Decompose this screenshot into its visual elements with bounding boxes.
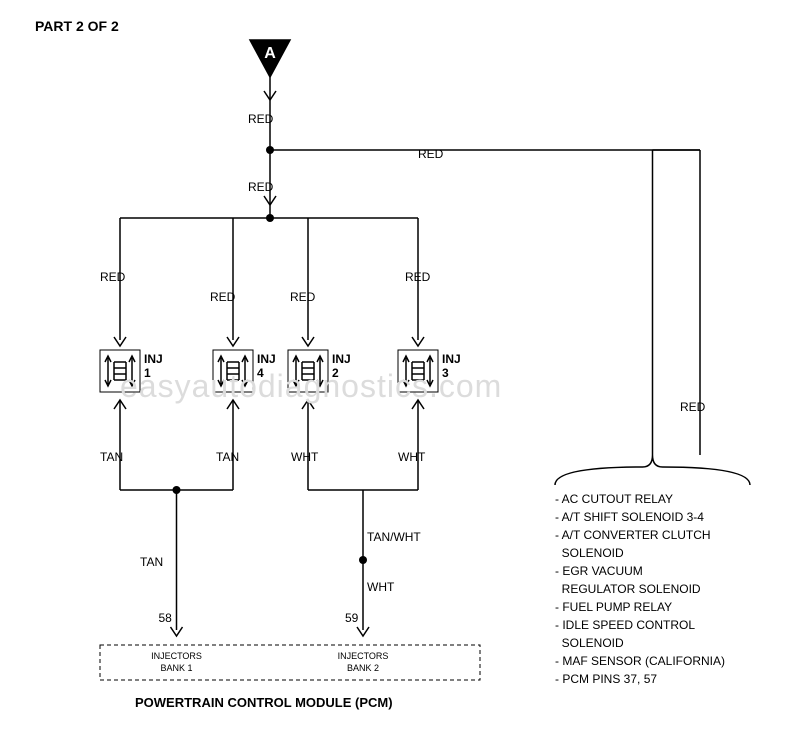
svg-text:BANK 1: BANK 1	[160, 663, 192, 673]
pcm-title: POWERTRAIN CONTROL MODULE (PCM)	[135, 695, 393, 710]
wire-label: RED	[210, 290, 235, 304]
wire-label: WHT	[367, 580, 394, 594]
wire-label: RED	[680, 400, 705, 414]
wire-label: RED	[290, 290, 315, 304]
svg-text:59: 59	[345, 611, 359, 625]
component-list-item: REGULATOR SOLENOID	[555, 580, 725, 598]
wire-label: TAN/WHT	[367, 530, 421, 544]
part-header: PART 2 OF 2	[35, 18, 119, 34]
component-list-item: - EGR VACUUM	[555, 562, 725, 580]
wire-label: WHT	[291, 450, 318, 464]
component-list: - AC CUTOUT RELAY- A/T SHIFT SOLENOID 3-…	[555, 490, 725, 688]
injector-label: INJ4	[257, 352, 276, 380]
svg-text:INJECTORS: INJECTORS	[151, 651, 202, 661]
wire-label: WHT	[398, 450, 425, 464]
wire-label: RED	[248, 180, 273, 194]
injector-label: INJ3	[442, 352, 461, 380]
wire-label: TAN	[216, 450, 239, 464]
component-list-item: - MAF SENSOR (CALIFORNIA)	[555, 652, 725, 670]
svg-text:BANK 2: BANK 2	[347, 663, 379, 673]
component-list-item: SOLENOID	[555, 544, 725, 562]
svg-text:INJECTORS: INJECTORS	[338, 651, 389, 661]
wire-label: RED	[405, 270, 430, 284]
component-list-item: - IDLE SPEED CONTROL	[555, 616, 725, 634]
wire-label: RED	[418, 147, 443, 161]
wire-label: TAN	[100, 450, 123, 464]
injector-label: INJ1	[144, 352, 163, 380]
component-list-item: - A/T CONVERTER CLUTCH	[555, 526, 725, 544]
component-list-item: - PCM PINS 37, 57	[555, 670, 725, 688]
wire-label: TAN	[140, 555, 163, 569]
component-list-item: - AC CUTOUT RELAY	[555, 490, 725, 508]
wire-label: RED	[100, 270, 125, 284]
component-list-item: - FUEL PUMP RELAY	[555, 598, 725, 616]
component-list-item: - A/T SHIFT SOLENOID 3-4	[555, 508, 725, 526]
wire-label: RED	[248, 112, 273, 126]
injector-label: INJ2	[332, 352, 351, 380]
component-list-item: SOLENOID	[555, 634, 725, 652]
svg-text:58: 58	[159, 611, 173, 625]
svg-text:A: A	[264, 45, 276, 62]
